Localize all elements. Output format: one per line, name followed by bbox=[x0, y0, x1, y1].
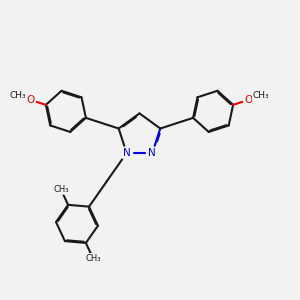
Text: N: N bbox=[148, 148, 156, 158]
Text: O: O bbox=[244, 95, 252, 105]
Text: N: N bbox=[123, 148, 130, 158]
Text: CH₃: CH₃ bbox=[10, 91, 26, 100]
Text: CH₃: CH₃ bbox=[53, 185, 69, 194]
Text: O: O bbox=[26, 95, 35, 105]
Text: CH₃: CH₃ bbox=[253, 91, 269, 100]
Text: CH₃: CH₃ bbox=[85, 254, 101, 263]
